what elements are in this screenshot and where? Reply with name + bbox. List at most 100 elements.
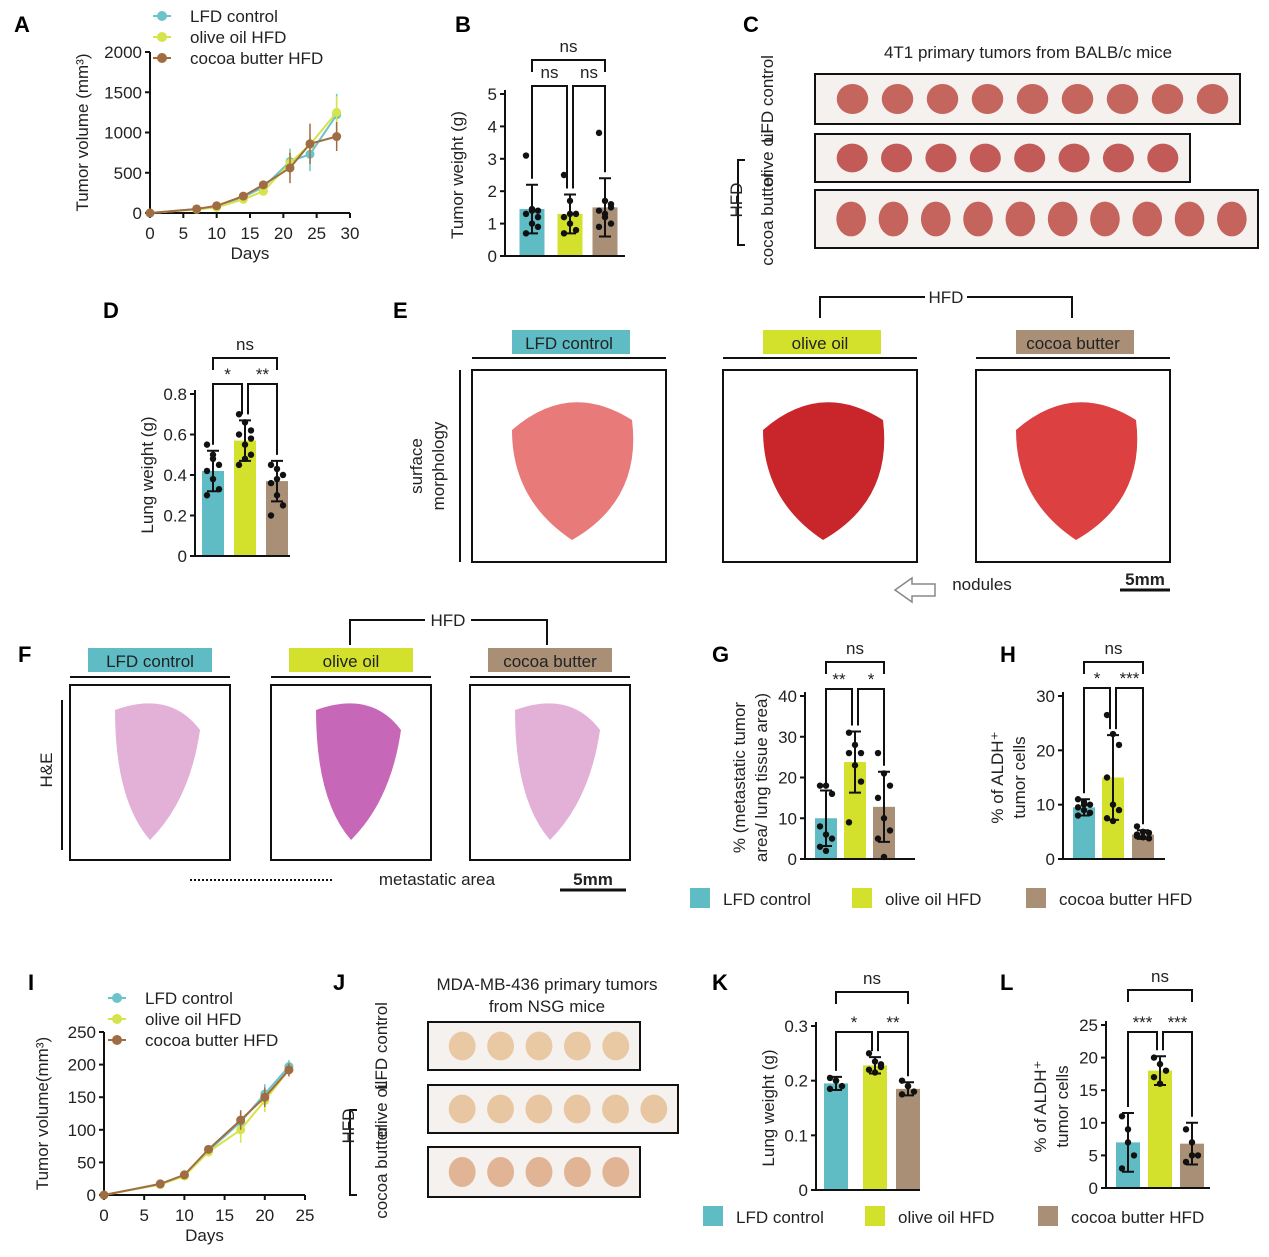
side-label: surface bbox=[407, 438, 426, 494]
data-dot bbox=[203, 441, 211, 448]
data-point bbox=[284, 1065, 294, 1075]
panel-label-F: F bbox=[18, 642, 31, 667]
tumor-image bbox=[1174, 201, 1205, 237]
data-dot bbox=[247, 427, 255, 434]
y-tick-label: 10 bbox=[1079, 1114, 1098, 1133]
chart-B bbox=[500, 59, 625, 257]
data-dot bbox=[572, 226, 580, 234]
tumor-row-lfd bbox=[427, 1021, 641, 1071]
row-label-cocoa: cocoa butter bbox=[758, 172, 777, 266]
data-dot bbox=[857, 749, 865, 757]
y-tick-label: 0 bbox=[178, 547, 187, 566]
error-bar bbox=[1107, 734, 1119, 821]
error-bar bbox=[239, 419, 251, 462]
y-axis-label: area/ lung tissue area) bbox=[752, 693, 771, 862]
data-dot bbox=[1074, 804, 1082, 811]
significance-label: *** bbox=[1120, 669, 1140, 688]
legend-swatch bbox=[865, 1206, 885, 1226]
significance-label: ** bbox=[886, 1013, 900, 1032]
legend-label: LFD control bbox=[723, 890, 811, 909]
significance-bracket bbox=[1127, 989, 1193, 1002]
y-axis-label: Tumor volume (mm³) bbox=[73, 53, 92, 211]
y-tick-label: 25 bbox=[1079, 1016, 1098, 1035]
panel-label-B: B bbox=[455, 12, 471, 37]
x-tick-label: 15 bbox=[241, 224, 260, 243]
error-bar bbox=[1122, 1112, 1134, 1173]
data-dot bbox=[203, 467, 211, 475]
group-header: olive oil bbox=[323, 652, 380, 671]
data-dot bbox=[267, 512, 275, 519]
y-tick-label: 100 bbox=[68, 1121, 96, 1140]
data-dot bbox=[1115, 806, 1123, 814]
data-point bbox=[99, 1190, 109, 1200]
y-tick-label: 0.2 bbox=[784, 1072, 808, 1091]
data-dot bbox=[822, 847, 830, 855]
chart-G bbox=[800, 661, 915, 861]
tumor-image bbox=[926, 84, 959, 114]
series-line bbox=[103, 1069, 290, 1196]
legend-marker bbox=[112, 1035, 122, 1045]
y-tick-label: 2 bbox=[488, 182, 497, 201]
group-header-bg bbox=[289, 648, 413, 672]
significance-label: *** bbox=[1168, 1013, 1188, 1032]
data-dot bbox=[607, 220, 615, 227]
tumor-image bbox=[602, 1094, 629, 1124]
bar bbox=[824, 1083, 848, 1190]
data-dot bbox=[1194, 1152, 1202, 1159]
tumor-image bbox=[1217, 201, 1247, 237]
data-dot bbox=[215, 461, 223, 469]
panel-J-title-line2: from NSG mice bbox=[489, 997, 605, 1016]
legend-swatch bbox=[1038, 1206, 1058, 1226]
hfd-label: HFD bbox=[431, 611, 466, 630]
bar bbox=[234, 440, 256, 556]
y-axis-label: Lung weight (g) bbox=[759, 1049, 778, 1166]
significance-bracket bbox=[877, 1031, 909, 1077]
data-dot bbox=[560, 213, 568, 221]
error-bar bbox=[1186, 1121, 1198, 1166]
data-dot bbox=[572, 210, 580, 218]
significance-bracket bbox=[857, 688, 885, 766]
nodules-label: nodules bbox=[952, 575, 1012, 594]
tumor-image bbox=[1014, 143, 1046, 173]
significance-label: * bbox=[868, 670, 875, 689]
panel-label-I: I bbox=[28, 970, 34, 995]
y-tick-label: 0 bbox=[788, 850, 797, 869]
data-dot bbox=[235, 431, 243, 438]
panel-label-H: H bbox=[1000, 642, 1016, 667]
legend-label: cocoa butter HFD bbox=[145, 1031, 278, 1050]
y-tick-label: 20 bbox=[1079, 1049, 1098, 1068]
legend-marker bbox=[157, 11, 167, 21]
y-tick-label: 0.2 bbox=[163, 507, 187, 526]
significance-bracket bbox=[825, 661, 885, 674]
tumor-image bbox=[969, 143, 1001, 173]
significance-bracket bbox=[1083, 661, 1144, 674]
data-dot bbox=[1103, 774, 1111, 781]
data-dot bbox=[235, 411, 243, 418]
tumor-image bbox=[487, 1031, 515, 1061]
significance-label: ns bbox=[236, 335, 254, 354]
tumor-image bbox=[1132, 201, 1163, 237]
y-tick-label: 10 bbox=[778, 809, 797, 828]
y-axis-label: % (metastatic tumor bbox=[730, 702, 749, 853]
data-dot bbox=[828, 835, 836, 842]
tumor-image bbox=[1047, 201, 1078, 237]
tumor-image bbox=[1058, 143, 1090, 173]
data-dot bbox=[898, 1091, 906, 1098]
data-dot bbox=[910, 1088, 918, 1095]
data-dot bbox=[874, 835, 882, 842]
tissue-section-image bbox=[316, 703, 401, 840]
x-axis-label: Days bbox=[231, 244, 270, 263]
error-bar bbox=[902, 1081, 914, 1097]
tumor-image bbox=[525, 1157, 553, 1187]
significance-bracket bbox=[531, 85, 568, 189]
legend-swatch bbox=[852, 888, 872, 908]
legend-label: cocoa butter HFD bbox=[190, 49, 323, 68]
data-dot bbox=[828, 790, 836, 797]
tissue-section-image bbox=[115, 703, 200, 840]
tumor-image bbox=[448, 1031, 476, 1061]
legend-label: olive oil HFD bbox=[885, 890, 981, 909]
significance-label: ns bbox=[560, 37, 578, 56]
y-tick-label: 30 bbox=[778, 728, 797, 747]
data-dot bbox=[235, 461, 243, 469]
tumor-image bbox=[1106, 84, 1139, 114]
